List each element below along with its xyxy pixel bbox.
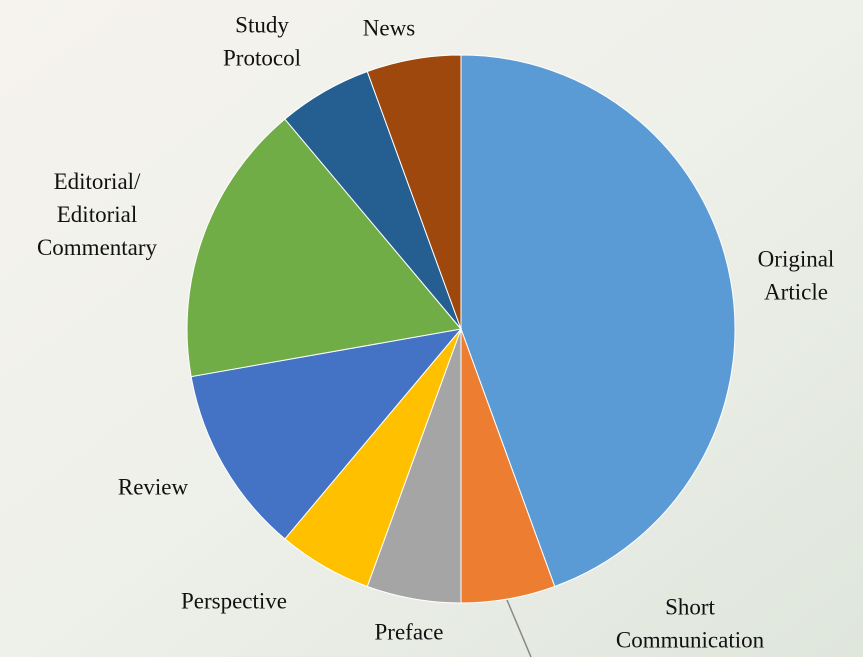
slice-label: Review xyxy=(118,474,189,499)
slice-label: News xyxy=(363,15,415,40)
slice-label: Preface xyxy=(375,619,444,644)
chart: OriginalArticleShortCommunicationPreface… xyxy=(0,0,863,657)
slice-label: Perspective xyxy=(181,588,287,613)
